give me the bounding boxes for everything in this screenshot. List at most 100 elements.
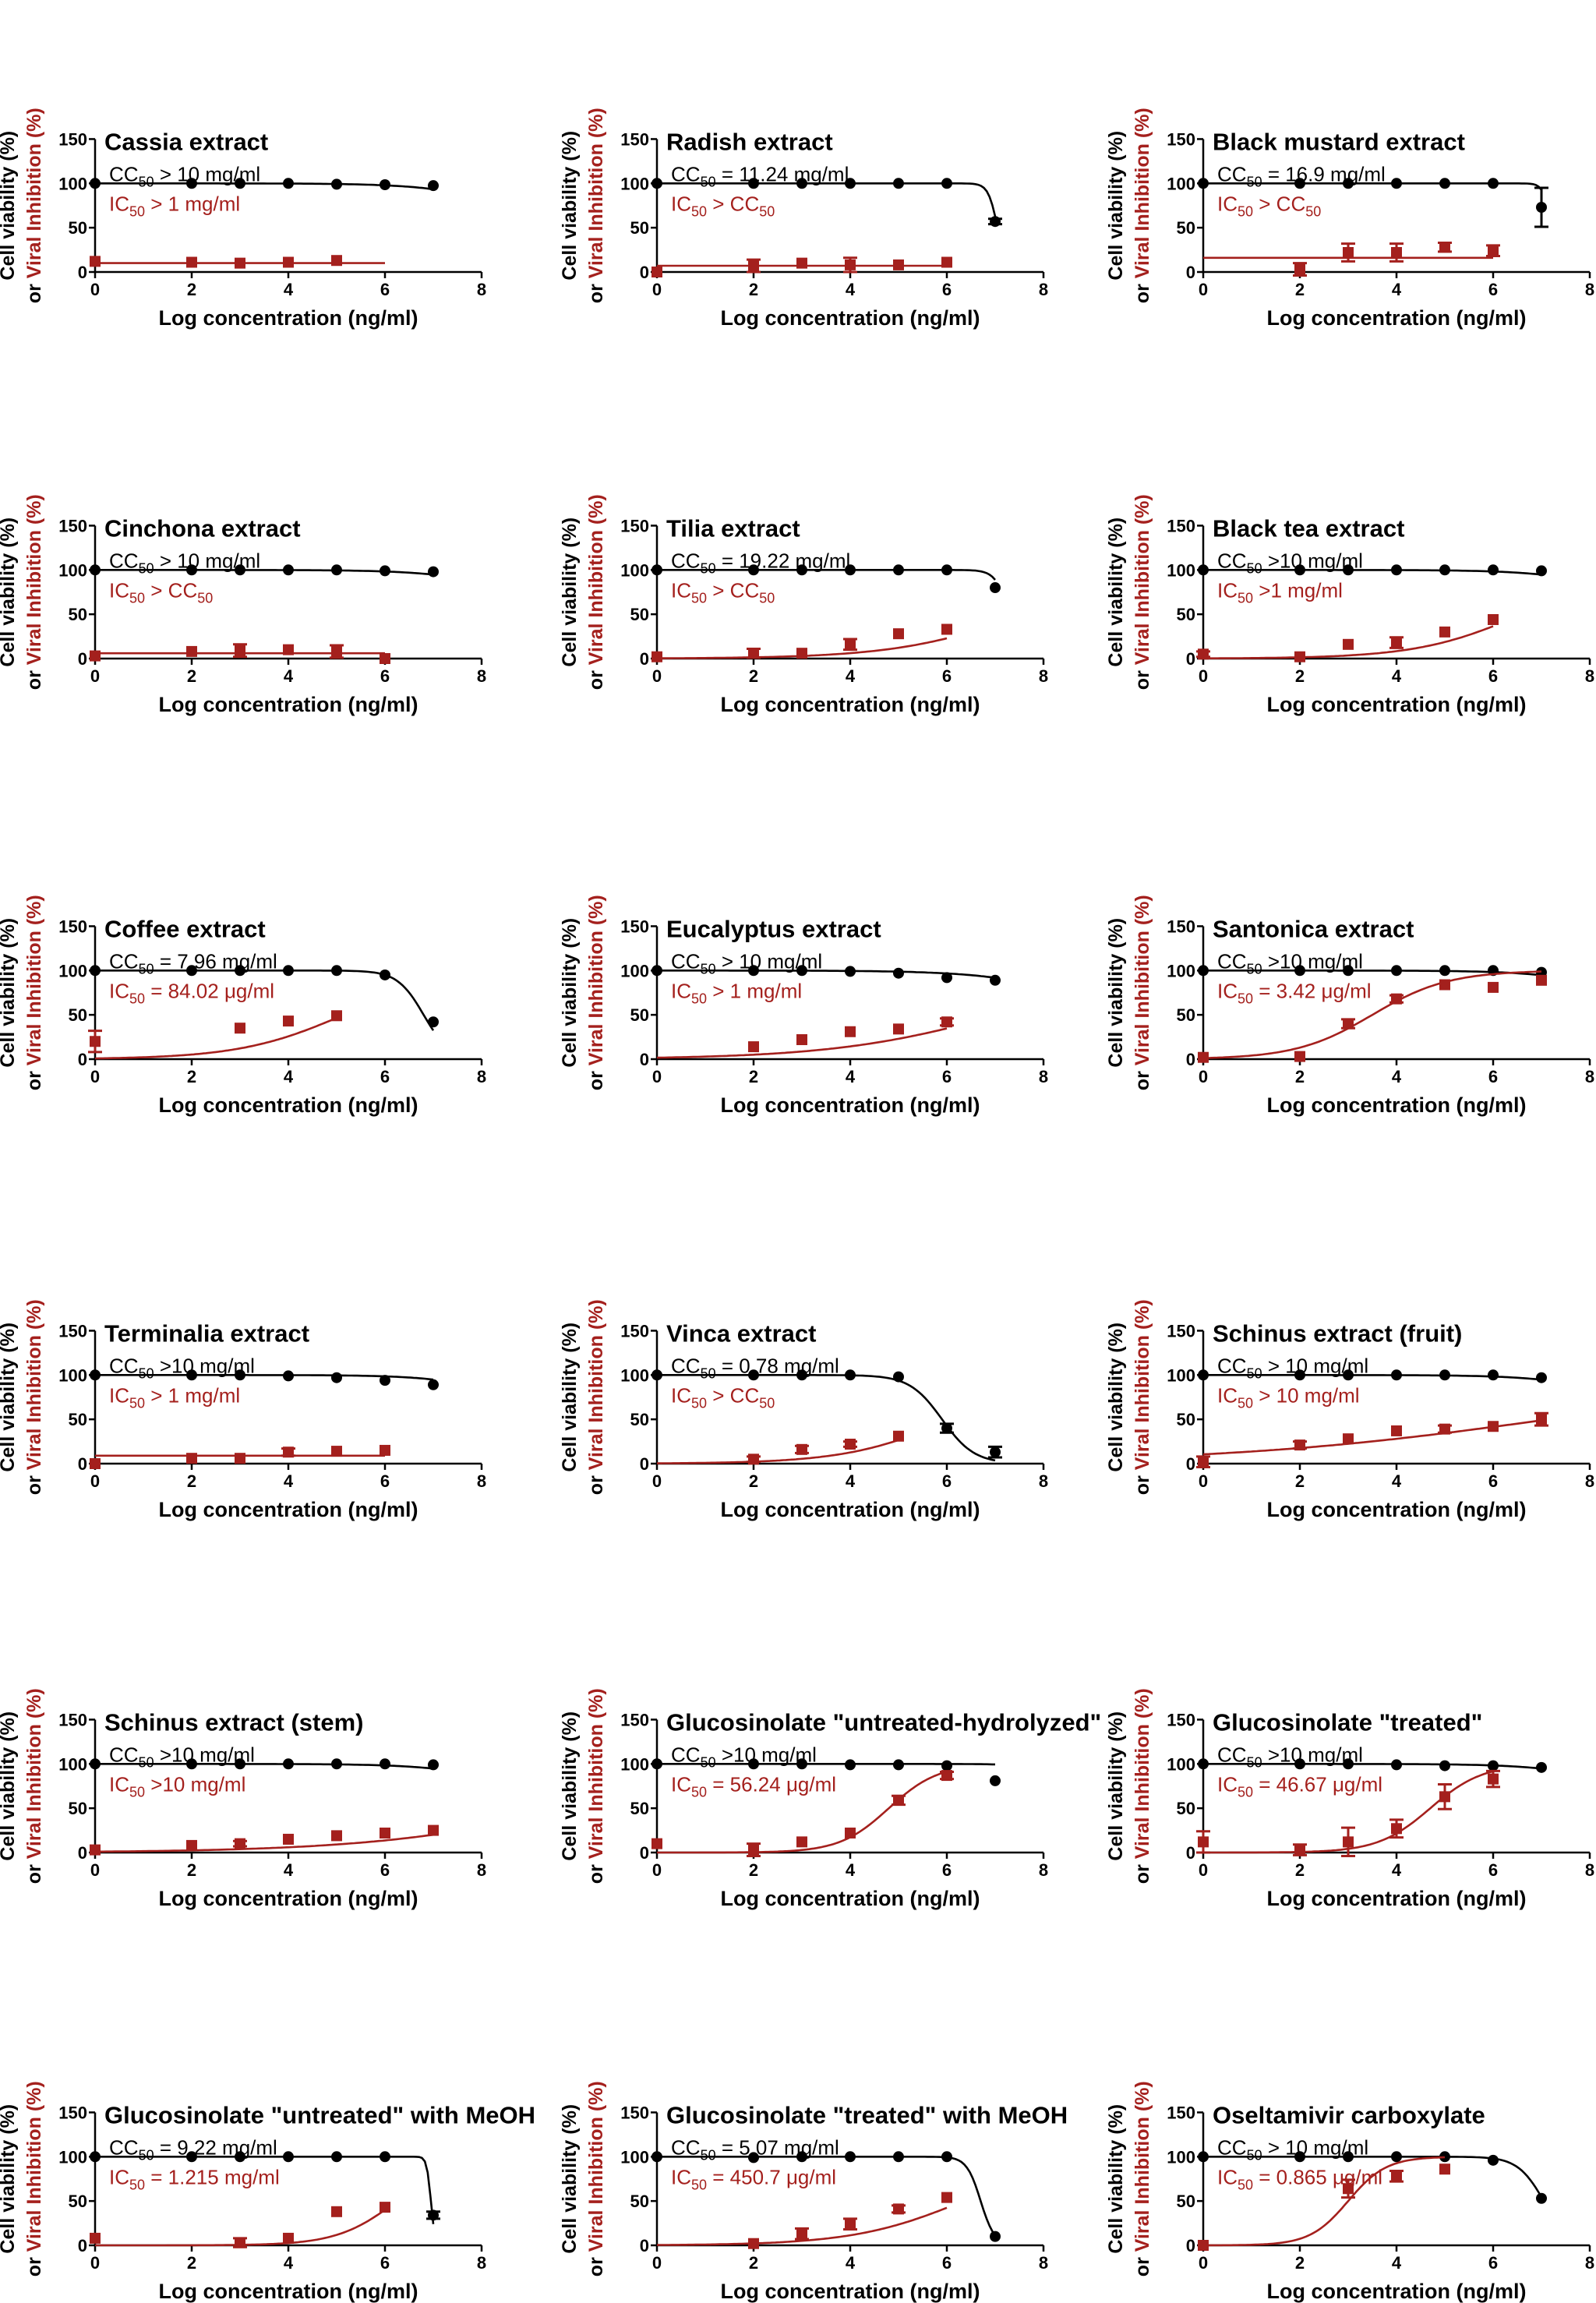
- y-axis-label-2: or Viral Inhibition (%): [585, 108, 607, 303]
- cc50-subscript: 50: [701, 961, 716, 977]
- y-tick-label: 150: [58, 917, 87, 936]
- viral-inhibition-point: [1439, 626, 1450, 638]
- x-tick-label: 8: [1585, 1067, 1594, 1086]
- y-tick-label: 0: [1186, 1454, 1195, 1474]
- ic50-label: IC50 = 56.24 μg/ml: [671, 1772, 836, 1800]
- ic50-value: >1 mg/ml: [1253, 578, 1343, 602]
- y-tick-label: 0: [1186, 2236, 1195, 2255]
- y-tick-label: 100: [1167, 2147, 1195, 2167]
- cell-viability-point: [235, 1369, 245, 1381]
- viral-inhibition-point: [1343, 1836, 1354, 1848]
- viral-inhibition-fit-line: [1203, 2156, 1446, 2247]
- viral-inhibition-fit-line: [95, 1016, 337, 1060]
- cell-viability-point: [1439, 1760, 1450, 1771]
- ic50-value: = 450.7 μg/ml: [707, 2165, 836, 2188]
- cc50-prefix: CC: [1217, 2135, 1247, 2159]
- viral-inhibition-point: [1294, 1051, 1305, 1062]
- viral-inhibition-point: [1343, 1433, 1354, 1445]
- viral-inhibition-point: [1488, 245, 1499, 256]
- y-axis-label-2: or Viral Inhibition (%): [23, 1688, 45, 1884]
- cc50-subscript: 50: [701, 174, 716, 189]
- x-tick-label: 0: [652, 1067, 662, 1086]
- x-tick-label: 0: [652, 1471, 662, 1491]
- cell-viability-point: [1391, 965, 1402, 977]
- viral-inhibition-point: [748, 1041, 759, 1053]
- cell-viability-point: [331, 2151, 342, 2163]
- cell-viability-point: [845, 178, 856, 189]
- cell-viability-point: [1198, 1369, 1209, 1381]
- cc50-prefix: CC: [109, 949, 139, 973]
- y-label-cell-viability: Cell viability (%): [0, 517, 19, 667]
- cell-viability-point: [380, 1758, 390, 1770]
- x-tick-label: 4: [846, 666, 856, 686]
- ic50-subscript: 50: [1238, 2177, 1253, 2192]
- cell-viability-point: [1439, 2151, 1450, 2163]
- x-tick-label: 6: [942, 2253, 952, 2273]
- panel-14: 0 2 4 6 8 0 50 100 150 Log concentration (ng/ml) C…: [559, 1688, 1101, 1910]
- panel-12: 0 2 4 6 8 0 50 100 150 Log concentration (ng/ml) C…: [1105, 1299, 1594, 1521]
- viral-inhibition-point: [796, 1836, 807, 1848]
- cell-viability-point: [651, 2151, 662, 2163]
- x-tick-label: 0: [90, 2253, 100, 2273]
- cell-viability-point: [1294, 965, 1305, 977]
- cell-viability-point: [796, 1758, 807, 1770]
- cell-viability-point: [90, 1369, 101, 1381]
- x-tick-label: 8: [477, 1067, 486, 1086]
- ic50-label: IC50 > 1 mg/ml: [671, 979, 802, 1006]
- x-tick-label: 2: [749, 666, 758, 686]
- cell-viability-point: [748, 1369, 759, 1381]
- ic50-value: > CC: [1253, 192, 1305, 215]
- x-tick-label: 4: [1392, 1471, 1402, 1491]
- y-label-viral-inhibition: Viral Inhibition (%): [23, 2081, 45, 2252]
- viral-inhibition-point: [90, 2232, 101, 2244]
- y-tick-label: 100: [620, 961, 649, 980]
- cell-viability-fit-line: [657, 182, 997, 217]
- cell-viability-point: [380, 1375, 390, 1386]
- cell-viability-fit-line: [1203, 182, 1542, 191]
- cell-viability-point: [990, 1446, 1001, 1458]
- y-tick-label: 0: [640, 263, 649, 282]
- cc50-subscript: 50: [139, 2147, 154, 2163]
- cc50-label: CC50 >10 mg/ml: [1217, 549, 1363, 576]
- ic50-value: = 1.215 mg/ml: [145, 2165, 280, 2188]
- panel-title: Black mustard extract: [1213, 128, 1465, 155]
- x-tick-label: 2: [749, 1067, 758, 1086]
- panel-1: 0 2 4 6 8 0 50 100 150 Log concentration (ng/ml) C…: [0, 108, 486, 330]
- cell-viability-point: [428, 2209, 439, 2221]
- viral-inhibition-point: [283, 644, 294, 655]
- y-tick-label: 100: [1167, 1365, 1195, 1385]
- cell-viability-point: [1488, 2154, 1499, 2166]
- cell-viability-point: [941, 178, 952, 189]
- y-label-cell-viability: Cell viability (%): [0, 1323, 19, 1472]
- y-label-or: or: [23, 1470, 45, 1495]
- y-label-cell-viability: Cell viability (%): [0, 2104, 19, 2254]
- y-tick-label: 50: [630, 605, 649, 624]
- cell-viability-point: [845, 1759, 856, 1771]
- x-tick-label: 8: [477, 280, 486, 299]
- x-tick-label: 8: [477, 2253, 486, 2273]
- y-axis-label-2: or Viral Inhibition (%): [23, 494, 45, 690]
- cell-viability-point: [380, 969, 390, 980]
- viral-inhibition-point: [845, 1438, 856, 1450]
- x-axis-label: Log concentration (ng/ml): [721, 1498, 980, 1521]
- y-label-viral-inhibition: Viral Inhibition (%): [23, 494, 45, 665]
- cell-viability-point: [428, 566, 439, 578]
- ic50-prefix: IC: [1217, 578, 1238, 602]
- cell-viability-point: [893, 967, 904, 979]
- y-tick-label: 150: [58, 516, 87, 535]
- viral-inhibition-point: [1488, 1773, 1499, 1785]
- ic50-prefix: IC: [671, 1383, 691, 1407]
- x-axis-label: Log concentration (ng/ml): [1267, 1887, 1527, 1910]
- cell-viability-point: [186, 1369, 197, 1381]
- panel-title: Glucosinolate "treated" with MeOH: [666, 2101, 1068, 2128]
- viral-inhibition-point: [893, 259, 904, 270]
- cell-viability-point: [331, 965, 342, 977]
- viral-inhibition-point: [941, 2192, 952, 2203]
- x-tick-label: 2: [187, 666, 196, 686]
- cell-viability-point: [748, 2152, 759, 2163]
- x-axis-label: Log concentration (ng/ml): [1267, 693, 1527, 716]
- cell-viability-point: [331, 564, 342, 576]
- cc50-prefix: CC: [109, 162, 139, 185]
- viral-inhibition-point: [748, 1454, 759, 1465]
